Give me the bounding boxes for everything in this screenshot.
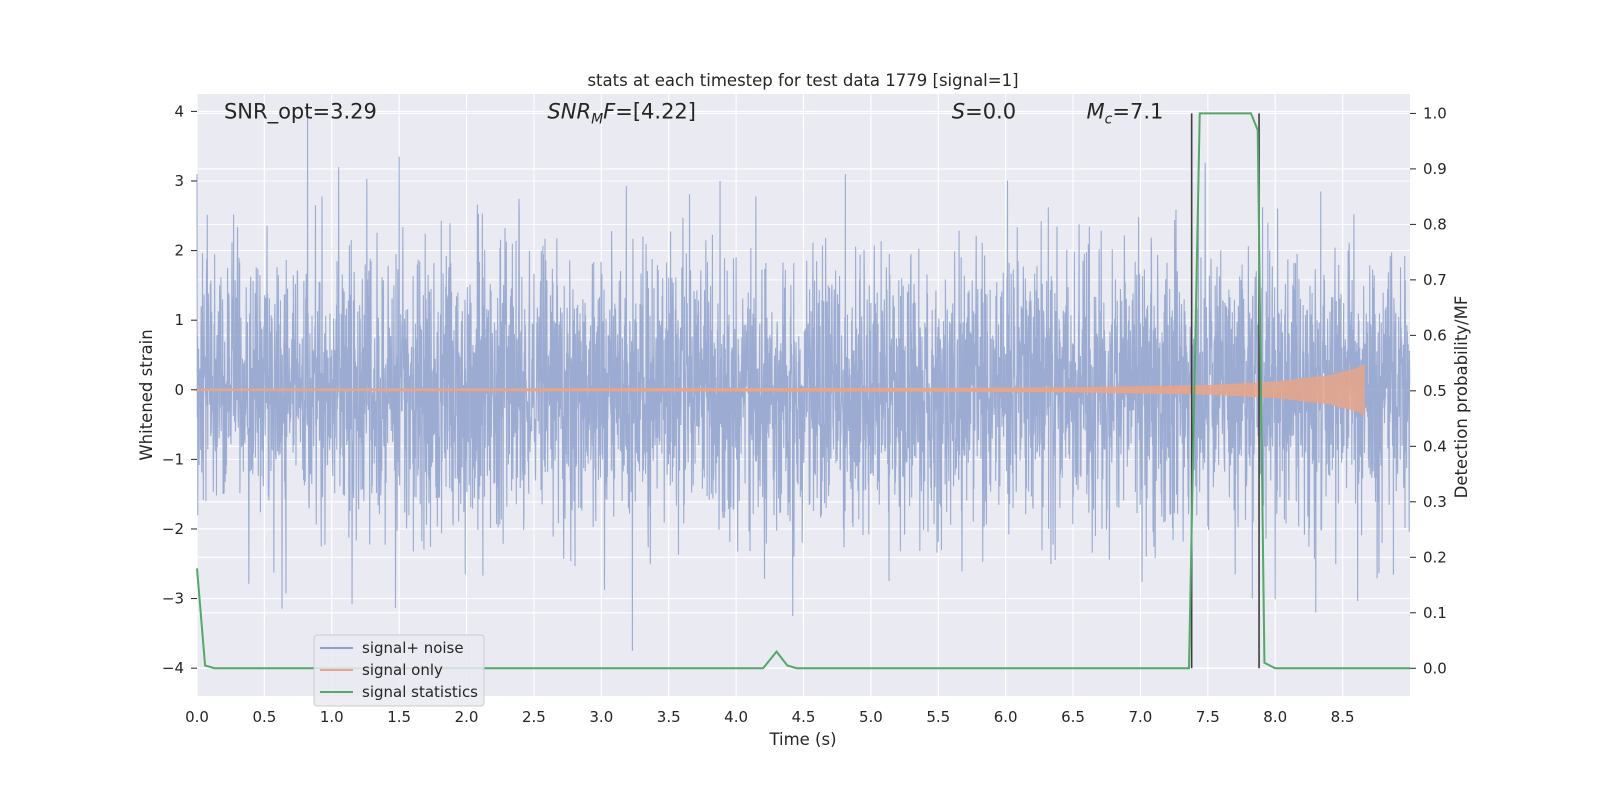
x-axis-label: Time (s) <box>768 730 836 749</box>
x-tick-label: 3.5 <box>657 708 681 726</box>
y-right-tick-label: 0.9 <box>1423 160 1447 178</box>
y-axis-left-label: Whitened strain <box>137 329 156 460</box>
x-tick-label: 8.5 <box>1331 708 1355 726</box>
x-tick-label: 1.0 <box>320 708 344 726</box>
signal-only-series-layer <box>196 363 1365 416</box>
x-tick-label: 5.0 <box>859 708 883 726</box>
y-left-tick-label: −3 <box>162 590 184 608</box>
legend: signal+ noise signal only signal statist… <box>313 634 485 707</box>
y-right-tick-label: 1.0 <box>1423 104 1447 122</box>
x-tick-label: 8.0 <box>1263 708 1287 726</box>
x-tick-label: 6.0 <box>994 708 1018 726</box>
x-tick-label: 2.0 <box>455 708 479 726</box>
annotation-s-value: S=0.0 <box>952 99 1016 123</box>
y-right-tick-label: 0.7 <box>1423 271 1447 289</box>
legend-box <box>313 634 485 707</box>
x-tick-label: 7.0 <box>1129 708 1153 726</box>
signal-statistics-series-layer <box>196 112 1410 670</box>
y-left-tick-label: 4 <box>174 102 184 120</box>
y-right-tick-label: 0.0 <box>1423 659 1447 677</box>
x-tick-label: 4.0 <box>724 708 748 726</box>
legend-label-signal-statistics: signal statistics <box>362 683 478 701</box>
y-right-tick-label: 0.2 <box>1423 548 1447 566</box>
noise-series-layer <box>196 118 1411 651</box>
y-left-tick-label: 2 <box>174 242 184 260</box>
annotation-mc-value: Mc=7.1 <box>1087 99 1164 127</box>
x-tick-label: 0.0 <box>185 708 209 726</box>
x-tick-label: 4.5 <box>792 708 816 726</box>
y-axis-right-ticks: 1.0 0.9 0.8 0.7 0.6 0.5 0.4 0.3 0.2 0.1 0.0 <box>1410 104 1447 677</box>
x-tick-label: 2.5 <box>522 708 546 726</box>
x-tick-label: 6.5 <box>1061 708 1085 726</box>
annotation-snr-opt: SNR_opt=3.29 <box>224 99 377 124</box>
x-axis-ticks: 0.0 0.5 1.0 1.5 2.0 2.5 3.0 3.5 4.0 4.5 5.0 5.5 6.0 6… <box>185 708 1354 726</box>
y-left-tick-label: 3 <box>174 172 184 190</box>
chart-title: stats at each timestep for test data 177… <box>587 71 1018 90</box>
y-left-tick-label: −4 <box>162 659 184 677</box>
legend-label-signal-only: signal only <box>362 661 443 679</box>
x-tick-label: 7.5 <box>1196 708 1220 726</box>
x-tick-label: 3.0 <box>589 708 613 726</box>
y-left-tick-label: −2 <box>162 520 184 538</box>
x-tick-label: 5.5 <box>926 708 950 726</box>
y-right-tick-label: 0.1 <box>1423 604 1447 622</box>
x-tick-label: 0.5 <box>252 708 276 726</box>
legend-label-signal-noise: signal+ noise <box>362 639 464 657</box>
y-right-tick-label: 0.6 <box>1423 326 1447 344</box>
signal-statistics-line <box>196 112 1410 670</box>
y-left-tick-label: −1 <box>162 450 184 468</box>
signal-noise-line <box>196 118 1411 651</box>
y-right-tick-label: 0.3 <box>1423 493 1447 511</box>
y-right-tick-label: 0.8 <box>1423 215 1447 233</box>
y-left-tick-label: 1 <box>174 311 184 329</box>
y-right-tick-label: 0.4 <box>1423 437 1447 455</box>
annotations: SNR_opt=3.29 SNRMF=[4.22] S=0.0 Mc=7.1 <box>224 99 1163 127</box>
y-left-tick-label: 0 <box>174 381 184 399</box>
annotation-snr-mf: SNRMF=[4.22] <box>547 99 696 127</box>
y-axis-right-label: Detection probability/MF <box>1452 296 1471 499</box>
y-axis-left-ticks: 4 3 2 1 0 −1 −2 −3 −4 <box>162 102 197 677</box>
x-tick-label: 1.5 <box>387 708 411 726</box>
y-right-tick-label: 0.5 <box>1423 382 1447 400</box>
